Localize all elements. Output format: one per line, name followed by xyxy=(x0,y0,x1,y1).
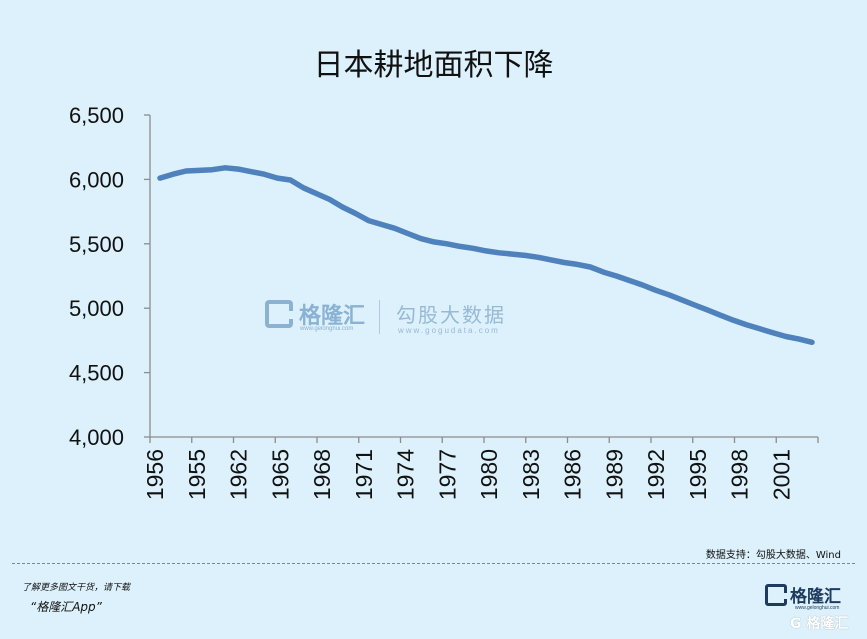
series-line xyxy=(157,165,815,346)
x-tick-label: 1989 xyxy=(601,449,627,500)
y-tick-label: 6,500 xyxy=(69,103,124,128)
x-tick-label: 1983 xyxy=(518,449,544,500)
data-source: 数据支持：勾股大数据、Wind xyxy=(705,550,841,561)
y-tick-label: 5,500 xyxy=(69,232,124,257)
chart-title: 日本耕地面积下降 xyxy=(313,48,554,83)
gelonghui-logo-icon xyxy=(765,583,787,606)
footer-download-text: 了解更多图文干货，请下载 xyxy=(22,583,131,593)
y-axis: 6,500 6,000 5,500 5,000 4,500 4,000 xyxy=(69,103,151,450)
gelonghui-watermark-icon xyxy=(265,300,293,328)
gogudata-watermark-name: 勾股大数据 xyxy=(396,303,506,327)
x-tick-label: 1965 xyxy=(267,449,293,500)
brand-logo: 格隆汇 xyxy=(765,582,841,607)
x-tick-label: 1986 xyxy=(560,449,586,500)
x-tick-label: 1962 xyxy=(226,449,252,500)
x-tick-label: 1968 xyxy=(309,449,335,500)
y-tick-label: 4,000 xyxy=(69,425,124,450)
x-tick-label: 1956 xyxy=(142,449,168,500)
series-group xyxy=(157,165,815,346)
y-tick-label: 5,000 xyxy=(69,296,124,321)
x-tick-label: 1955 xyxy=(184,449,210,500)
footer-app-name: “格隆汇App” xyxy=(30,600,102,614)
x-tick-label: 2001 xyxy=(768,449,794,500)
gelonghui-watermark-url: www.gelonghui.com xyxy=(300,326,354,332)
footer-divider xyxy=(12,563,855,564)
x-tick-label: 1992 xyxy=(643,449,669,500)
gelonghui-watermark-name: 格隆汇 xyxy=(299,304,366,329)
gogudata-watermark-url: www.gogudata.com xyxy=(398,326,500,335)
brand-url: www.gelonghui.com xyxy=(795,605,840,611)
y-tick-label: 6,000 xyxy=(69,167,124,192)
x-tick-label: 1977 xyxy=(434,449,460,500)
x-tick-label: 1995 xyxy=(685,449,711,500)
watermark-separator xyxy=(379,300,380,334)
corner-watermark: G 格隆汇 xyxy=(790,616,849,632)
x-tick-label: 1980 xyxy=(476,449,502,500)
x-axis: 1956 1955 1962 1965 1968 1971 1974 1977 1980 1983… xyxy=(142,436,819,500)
brand-name: 格隆汇 xyxy=(790,587,841,607)
x-tick-label: 1998 xyxy=(727,449,753,500)
x-tick-label: 1974 xyxy=(393,449,419,500)
gelonghui-watermark: 格隆汇 xyxy=(265,298,365,330)
y-tick-label: 4,500 xyxy=(69,361,124,386)
x-tick-label: 1971 xyxy=(351,449,377,500)
